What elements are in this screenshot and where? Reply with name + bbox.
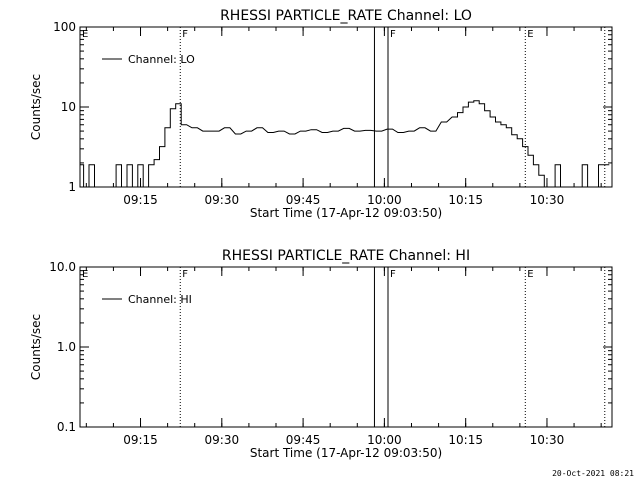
x-tick-label: 10:00 [367,433,402,447]
y-axis-label: Counts/sec [29,74,43,140]
event-marker-label: F [390,269,396,280]
x-tick-label: 09:45 [286,193,321,207]
event-marker-label: E [527,269,533,280]
y-tick-label: 1 [68,180,76,194]
x-tick-label: 10:30 [530,433,565,447]
y-tick-label: 10.0 [49,260,76,274]
x-tick-label: 09:30 [205,193,240,207]
x-tick-label: 09:15 [123,433,158,447]
legend-label: Channel: HI [128,293,192,306]
plot-frame [79,266,613,428]
legend-label: Channel: LO [128,53,195,66]
event-marker-label: E [82,29,88,40]
x-tick-label: 10:15 [448,193,483,207]
event-marker-label: E [527,29,533,40]
event-marker-label: F [182,29,188,40]
chart-title: RHESSI PARTICLE_RATE Channel: HI [222,248,470,264]
x-tick-label: 10:30 [530,193,565,207]
timestamp: 20-Oct-2021 08:21 [552,469,634,478]
series-line [80,100,610,188]
y-axis-label: Counts/sec [29,314,43,380]
y-tick-label: 0.1 [57,420,76,434]
x-tick-label: 09:30 [205,433,240,447]
event-marker-label: E [82,269,88,280]
y-tick-label: 10 [61,100,76,114]
event-marker-label: F [390,29,396,40]
x-tick-label: 10:00 [367,193,402,207]
plot-frame [79,26,613,188]
x-tick-label: 09:15 [123,193,158,207]
event-marker-label: F [182,269,188,280]
x-axis-label: Start Time (17-Apr-12 09:03:50) [250,446,442,460]
y-tick-label: 100 [53,20,76,34]
x-tick-label: 09:45 [286,433,321,447]
x-axis-label: Start Time (17-Apr-12 09:03:50) [250,206,442,220]
chart-title: RHESSI PARTICLE_RATE Channel: LO [220,8,472,24]
y-tick-label: 1.0 [57,340,76,354]
x-tick-label: 10:15 [448,433,483,447]
